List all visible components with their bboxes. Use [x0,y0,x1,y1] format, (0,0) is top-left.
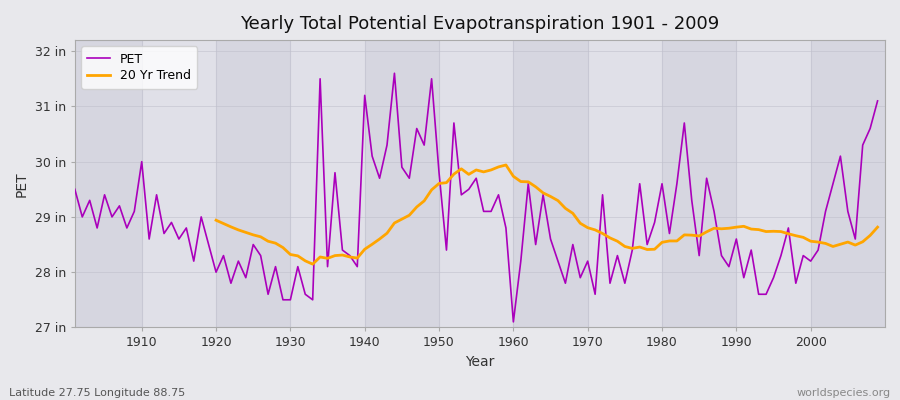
Bar [662,40,736,328]
PET [612,253,623,258]
20 Yr Trend [858,239,868,244]
PET [389,71,400,76]
20 Yr Trend [790,233,801,238]
PET [523,181,534,186]
PET [337,248,347,252]
20 Yr Trend [307,262,318,266]
PET [872,98,883,103]
Bar [68,40,141,328]
PET [69,187,80,192]
Y-axis label: PET: PET [15,171,29,196]
PET [292,264,303,269]
Bar [216,40,291,328]
20 Yr Trend [500,162,511,167]
Legend: PET, 20 Yr Trend: PET, 20 Yr Trend [81,46,197,89]
Text: worldspecies.org: worldspecies.org [796,388,891,398]
20 Yr Trend [776,229,787,234]
20 Yr Trend [687,233,698,238]
Bar [513,40,588,328]
20 Yr Trend [300,258,310,263]
Text: Latitude 27.75 Longitude 88.75: Latitude 27.75 Longitude 88.75 [9,388,185,398]
Line: 20 Yr Trend: 20 Yr Trend [216,165,878,264]
X-axis label: Year: Year [465,355,495,369]
PET [508,320,518,324]
Title: Yearly Total Potential Evapotranspiration 1901 - 2009: Yearly Total Potential Evapotranspiratio… [240,15,719,33]
PET [516,259,526,264]
PET [129,209,140,214]
Bar [811,40,885,328]
Line: PET: PET [75,73,878,322]
Bar [364,40,439,328]
20 Yr Trend [418,198,429,203]
20 Yr Trend [872,225,883,230]
20 Yr Trend [211,218,221,223]
